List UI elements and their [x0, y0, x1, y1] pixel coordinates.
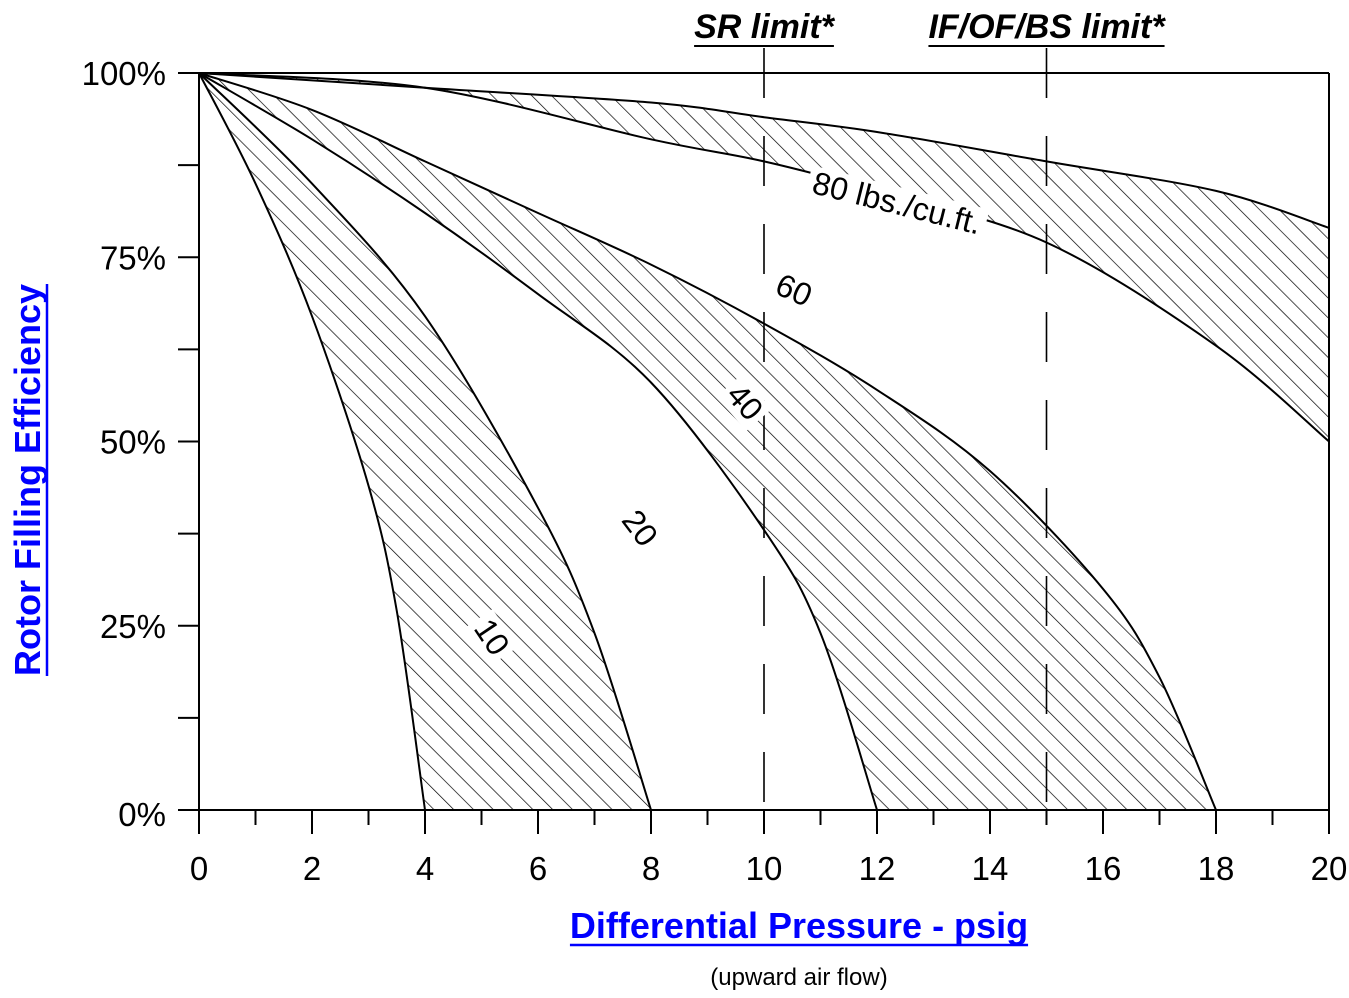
y-tick-label: 50%	[100, 424, 166, 461]
band-10-20	[199, 73, 651, 810]
curve-label-backdrop	[765, 266, 822, 316]
x-tick-label: 14	[972, 850, 1009, 887]
y-tick-label: 100%	[82, 55, 166, 92]
x-tick-label: 16	[1085, 850, 1122, 887]
curve-40	[198, 72, 878, 811]
curve-80	[198, 72, 1330, 229]
y-tick-label: 25%	[100, 608, 166, 645]
x-tick-label: 20	[1311, 850, 1348, 887]
x-tick-label: 6	[529, 850, 547, 887]
curve-label-text: 20	[615, 503, 665, 553]
curve-label-backdrop	[611, 500, 667, 558]
axis-layer: 0 2 4 6 8 10 12 14 16 18 20 0% 25% 50% 75% 100% Differen…	[7, 55, 1347, 991]
x-tick-label: 2	[303, 850, 321, 887]
x-tick-label: 8	[642, 850, 660, 887]
reference-lines-layer: SR limit* IF/OF/BS limit*	[694, 8, 1166, 810]
curve-10	[198, 72, 426, 811]
curve-label-20: 20	[611, 500, 667, 558]
band-40-60	[199, 73, 1216, 810]
y-tick-label: 75%	[100, 239, 166, 276]
sr-limit-label: SR limit*	[694, 8, 836, 46]
x-tick-label: 0	[190, 850, 208, 887]
y-axis-title: Rotor Filling Efficiency	[7, 284, 48, 676]
x-tick-label: 10	[746, 850, 783, 887]
curve-20	[198, 72, 652, 811]
curve-label-backdrop	[716, 374, 773, 432]
curve-label-backdrop	[464, 609, 519, 666]
x-axis-title: Differential Pressure - psig	[570, 905, 1028, 946]
x-tick-label: 18	[1198, 850, 1235, 887]
x-tick-label: 4	[416, 850, 434, 887]
y-axis-title-group: Rotor Filling Efficiency	[7, 283, 49, 677]
if-of-bs-limit-label: IF/OF/BS limit*	[928, 8, 1166, 46]
x-tick-label: 12	[859, 850, 896, 887]
y-tick-label: 0%	[118, 796, 166, 833]
curve-label-backdrop	[804, 165, 990, 243]
x-axis-note: (upward air flow)	[710, 964, 887, 991]
curve-label-60: 60	[765, 266, 822, 316]
